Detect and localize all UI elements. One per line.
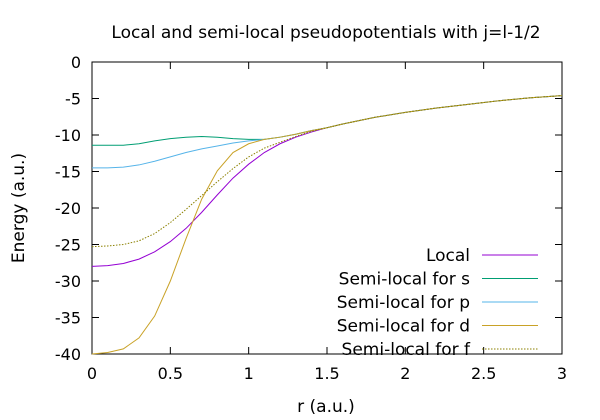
series-line-4	[91, 95, 563, 248]
x-axis-label: r (a.u.)	[297, 397, 355, 417]
plot-frame	[91, 61, 563, 355]
y-tick-label: -30	[55, 272, 81, 291]
y-tick-label: -5	[65, 90, 81, 109]
series-line-3	[91, 95, 563, 355]
y-tick-label: -20	[55, 199, 81, 218]
series-line-0	[91, 95, 563, 267]
plot-area	[91, 61, 563, 355]
legend-label: Local	[426, 246, 470, 266]
y-axis: 0 -5 -10 -15 -20 -25 -30 -35 -40	[55, 53, 562, 364]
y-tick-label: -35	[55, 309, 81, 328]
y-axis-label: Energy (a.u.)	[9, 153, 29, 263]
x-tick-label: 1	[244, 364, 254, 383]
legend-label: Semi-local for p	[337, 293, 470, 313]
series-line-2	[92, 95, 563, 169]
chart-title: Local and semi-local pseudopotentials wi…	[111, 23, 540, 43]
x-axis: 0 0.5 1 1.5 2 2.5 3	[87, 62, 567, 383]
x-tick-label: 0.5	[158, 364, 183, 383]
x-tick-label: 2	[400, 364, 410, 383]
legend-label: Semi-local for d	[337, 317, 470, 337]
y-tick-label: -25	[55, 236, 81, 255]
y-tick-label: -40	[55, 345, 81, 364]
legend-label: Semi-local for s	[339, 270, 470, 290]
legend-label: Semi-local for f	[342, 340, 471, 360]
x-tick-label: 1.5	[314, 364, 339, 383]
y-tick-label: 0	[71, 53, 81, 72]
y-tick-label: -15	[55, 163, 81, 182]
series-lines	[91, 95, 563, 355]
x-tick-label: 3	[557, 364, 567, 383]
legend: Local Semi-local for s Semi-local for p Sem…	[337, 246, 538, 360]
x-tick-label: 0	[87, 364, 97, 383]
y-tick-label: -10	[55, 126, 81, 145]
series-line-1	[92, 95, 563, 146]
x-tick-label: 2.5	[471, 364, 496, 383]
